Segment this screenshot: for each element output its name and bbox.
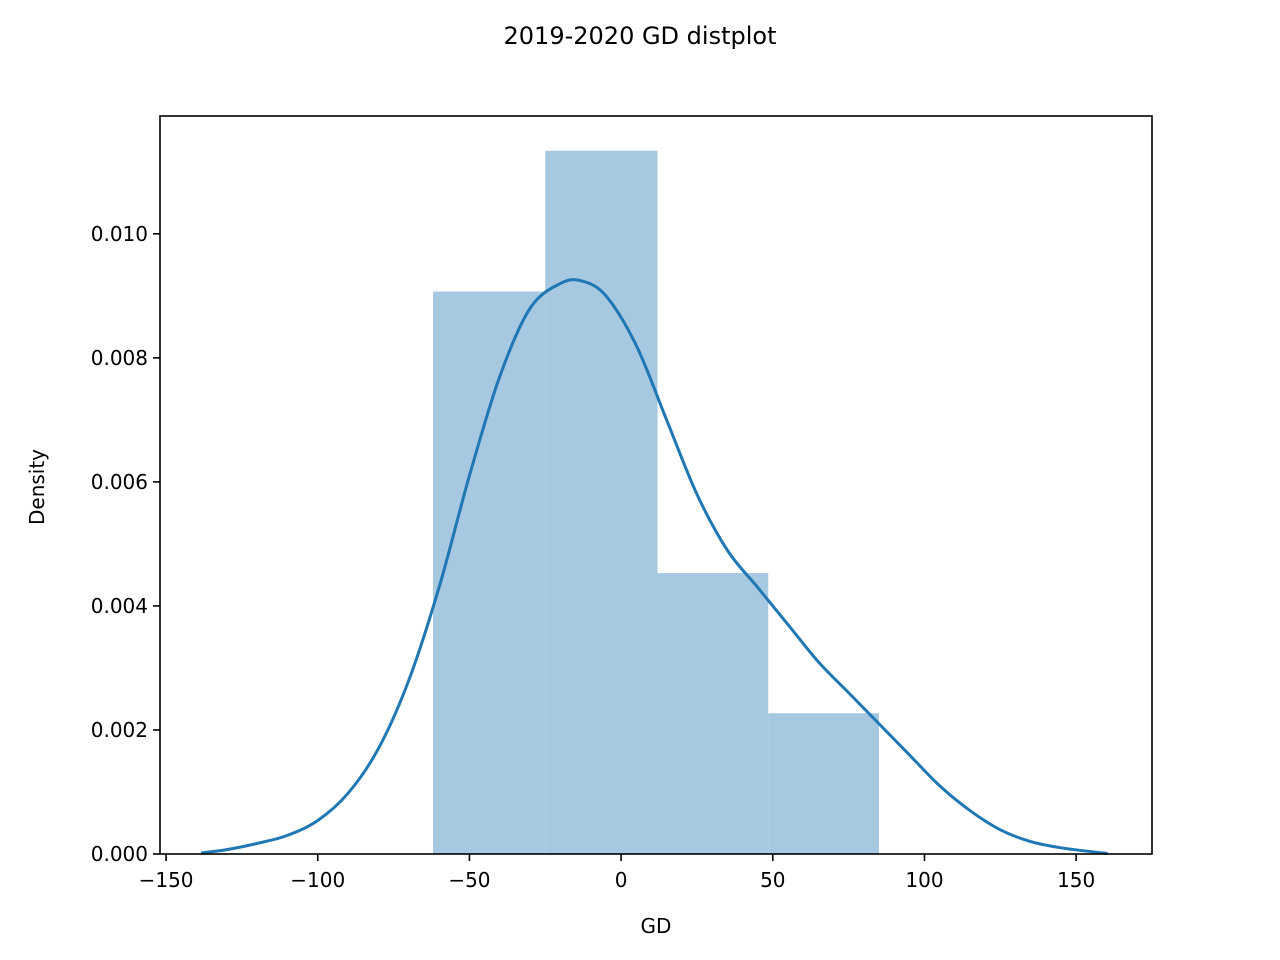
x-axis-label: GD — [641, 914, 672, 938]
y-tick-label: 0.000 — [91, 842, 148, 866]
y-tick-label: 0.006 — [91, 470, 148, 494]
x-tick-label: −50 — [448, 868, 490, 892]
plot-frame — [159, 115, 1153, 855]
y-tick-label: 0.008 — [91, 346, 148, 370]
x-tick-label: 150 — [1057, 868, 1095, 892]
y-tick-label: 0.004 — [91, 594, 148, 618]
histogram-bars — [433, 150, 879, 854]
y-tick-label: 0.010 — [91, 222, 148, 246]
histogram-bar-2 — [545, 150, 658, 854]
histogram-bar-4 — [768, 713, 879, 854]
x-tick-label: 50 — [760, 868, 785, 892]
x-tick-label: 0 — [615, 868, 628, 892]
histogram-bar-3 — [657, 573, 769, 854]
chart-title: 2019-2020 GD distplot — [504, 22, 777, 50]
x-tick-label: −100 — [290, 868, 345, 892]
x-tick-label: 100 — [905, 868, 943, 892]
kde-curve-group — [200, 278, 1108, 855]
y-tick-label: 0.002 — [91, 718, 148, 742]
y-axis-label: Density — [25, 449, 49, 525]
histogram-bar-1 — [433, 291, 546, 854]
x-axis: −150 −100 −50 0 50 100 150 — [139, 854, 1095, 892]
kde-curve — [200, 278, 1108, 855]
x-tick-label: −150 — [139, 868, 194, 892]
y-axis: 0.000 0.002 0.004 0.006 0.008 0.010 — [91, 222, 160, 866]
